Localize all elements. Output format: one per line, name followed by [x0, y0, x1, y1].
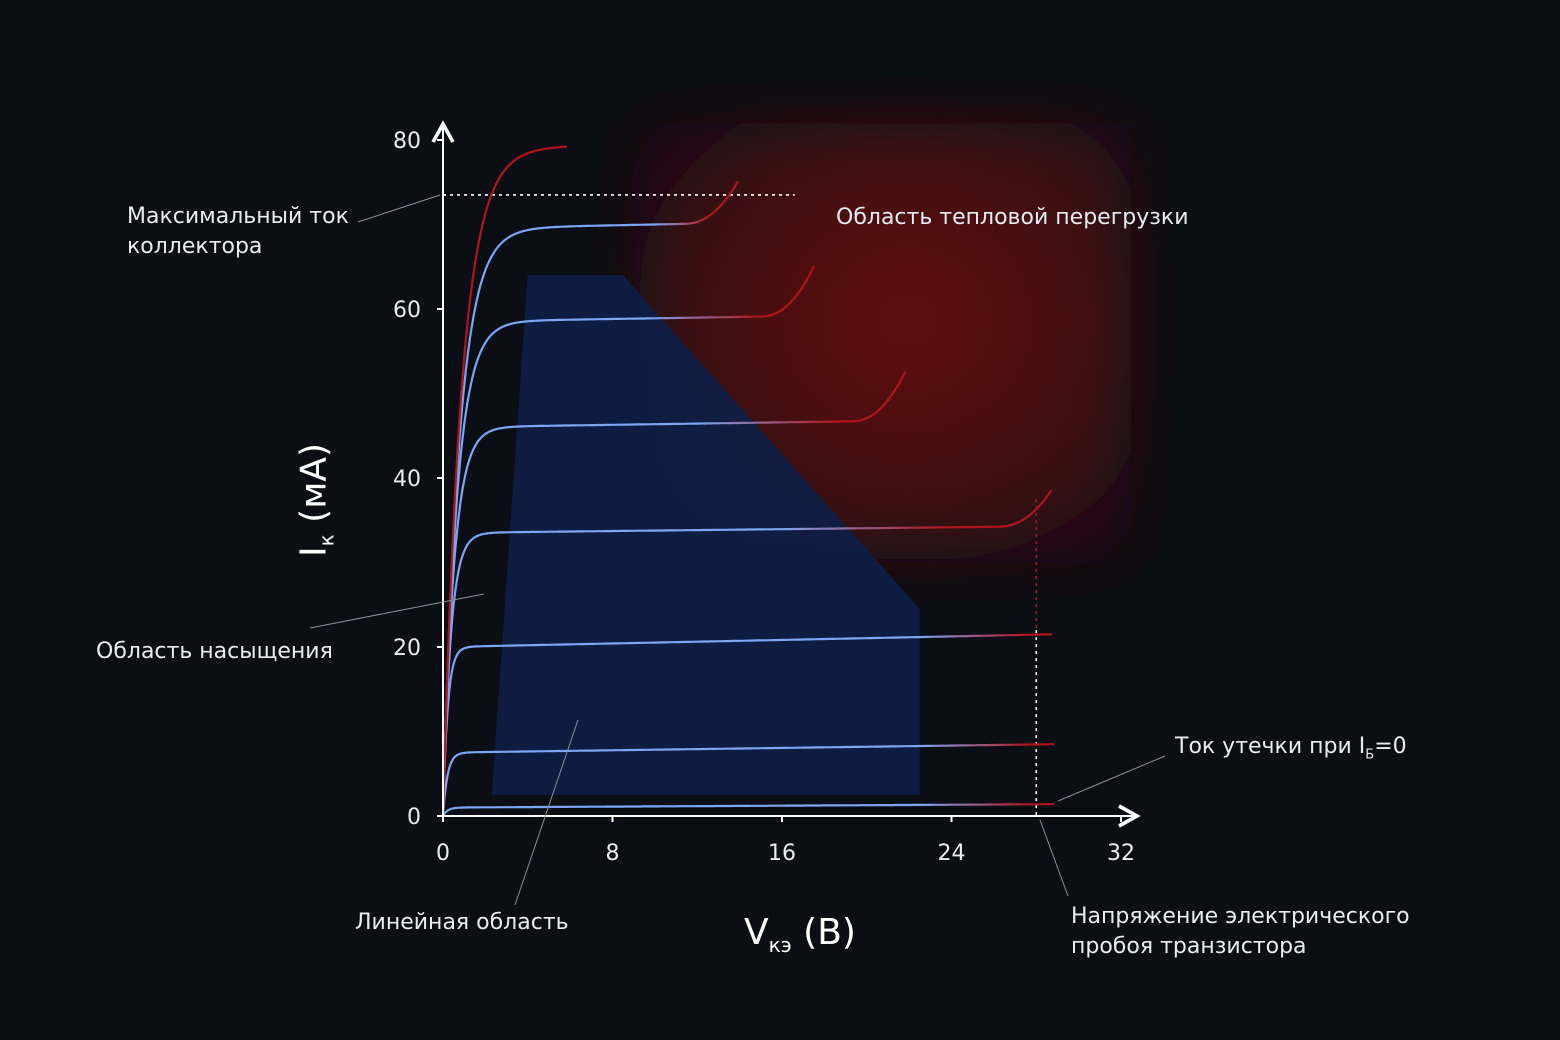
leakage-sub: Б	[1365, 747, 1375, 763]
y-axis-title-main: I	[293, 546, 335, 558]
x-axis-title-main: V	[744, 912, 769, 953]
max-current-leader	[357, 194, 441, 223]
curve-ib7	[441, 145, 567, 818]
max-current-line1: Максимальный ток	[127, 204, 349, 229]
y-axis-title: Iк (мА)	[294, 443, 339, 557]
leakage-text: Ток утечки при I	[1175, 734, 1366, 759]
x-tick-label-8: 8	[606, 841, 620, 866]
saturation-leader	[309, 593, 485, 629]
x-axis-title: Vкэ (В)	[744, 912, 856, 957]
y-axis-title-sub: к	[314, 534, 339, 547]
x-axis-title-unit: (В)	[803, 912, 856, 953]
curve-ib2	[441, 633, 1053, 818]
x-tick-label-0: 0	[436, 841, 450, 866]
thermal-overload-label: Область тепловой перегрузки	[836, 205, 1189, 230]
breakdown-voltage-annotation: Напряжение электрического пробоя транзис…	[1071, 902, 1410, 962]
curve-ib1	[441, 743, 1055, 818]
linear-leader	[514, 719, 579, 906]
x-axis-title-sub: кэ	[768, 933, 792, 957]
y-tick-label-40: 40	[393, 467, 421, 492]
y-axis-title-unit: (мА)	[293, 442, 335, 523]
breakdown-leader	[1039, 819, 1069, 897]
y-tick-label-20: 20	[393, 636, 421, 661]
y-tick-label-0: 0	[407, 805, 421, 830]
curve-ib4	[441, 371, 906, 818]
curve-ib6	[441, 181, 739, 818]
curve-ib5	[441, 265, 815, 818]
linear-region-label: Линейная область	[355, 910, 569, 935]
saturation-region-label: Область насыщения	[96, 639, 333, 664]
curve-ib3	[441, 489, 1053, 818]
y-tick-label-80: 80	[393, 129, 421, 154]
curve-ib-0	[441, 803, 1055, 818]
leakage-leader	[1057, 755, 1166, 802]
breakdown-line2: пробоя транзистора	[1071, 934, 1307, 959]
x-tick-label-32: 32	[1107, 841, 1135, 866]
max-current-annotation: Максимальный ток коллектора	[127, 202, 349, 262]
linear-region	[491, 275, 920, 795]
y-tick-label-60: 60	[393, 298, 421, 323]
breakdown-line1: Напряжение электрического	[1071, 904, 1410, 929]
x-tick-label-16: 16	[768, 841, 796, 866]
leakage-suffix: =0	[1374, 734, 1407, 759]
x-tick-label-24: 24	[938, 841, 966, 866]
max-current-line2: коллектора	[127, 234, 263, 259]
leakage-current-label: Ток утечки при IБ=0	[1175, 732, 1407, 770]
